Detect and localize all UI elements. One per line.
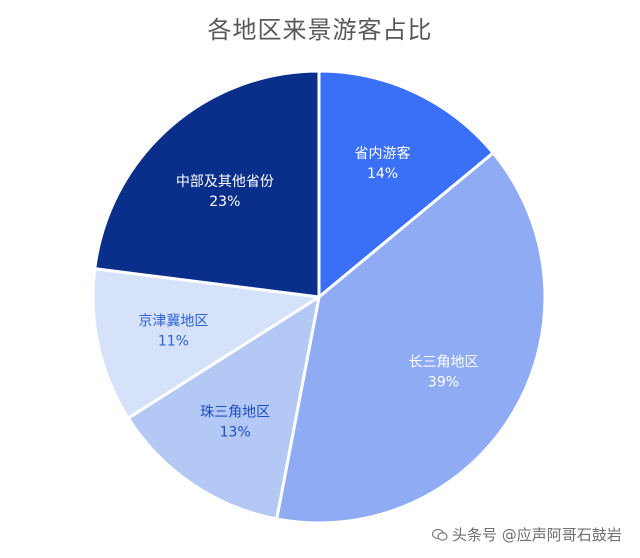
slice-label-2: 长三角地区	[408, 355, 478, 371]
watermark: 头条号 @应声阿哥石鼓岩	[432, 524, 622, 545]
wechat-icon	[432, 528, 448, 541]
slice-label-5: 中部及其他省份	[176, 174, 274, 190]
slice-label-1: 省内游客	[355, 145, 411, 162]
pie-slice-3	[126, 295, 321, 521]
pie-slice-5	[93, 69, 321, 299]
slice-value-1: 14%	[367, 166, 398, 182]
watermark-text: 头条号 @应声阿哥石鼓岩	[452, 526, 622, 544]
slice-value-4: 11%	[158, 334, 189, 350]
slice-label-3: 珠三角地区	[200, 404, 270, 420]
pie-slice-1	[317, 69, 495, 299]
slice-label-4: 京津冀地区	[138, 314, 208, 330]
chart-title: 各地区来景游客占比	[207, 16, 433, 44]
pie-slice-2	[275, 151, 547, 525]
pie-slices	[91, 69, 547, 525]
slice-value-3: 13%	[220, 424, 251, 440]
pie-slice-4	[91, 267, 321, 420]
slice-value-2: 39%	[428, 375, 459, 391]
pie-labels: 省内游客 14% 长三角地区 39% 珠三角地区 13% 京津冀地区 11% 中部及其他省份 23…	[138, 145, 478, 440]
slice-value-5: 23%	[209, 194, 240, 210]
